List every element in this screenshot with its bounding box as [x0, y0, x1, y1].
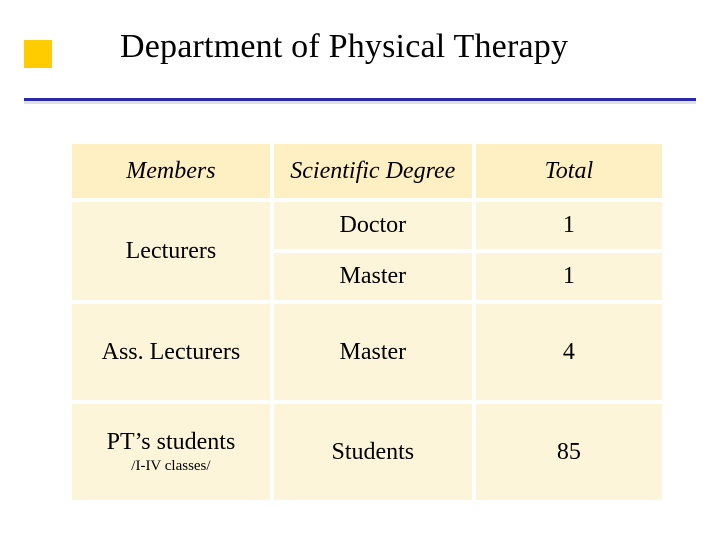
col-header-members: Members [72, 144, 270, 198]
title-rule-shadow [24, 101, 696, 104]
col-header-total: Total [476, 144, 662, 198]
member-label: Lecturers [126, 238, 217, 264]
member-subnote: /I-IV classes/ [78, 458, 264, 475]
accent-square [24, 40, 52, 68]
cell-degree: Students [274, 404, 472, 500]
cell-member: Ass. Lecturers [72, 304, 270, 400]
cell-total: 1 [476, 202, 662, 249]
page-title: Department of Physical Therapy [120, 28, 680, 66]
table-row: PT’s students /I-IV classes/ Students 85 [72, 404, 662, 500]
member-label: Ass. Lecturers [102, 339, 241, 365]
member-label: PT’s students [107, 429, 236, 455]
col-header-degree: Scientific Degree [274, 144, 472, 198]
slide: Department of Physical Therapy Members S… [0, 0, 720, 540]
title-wrap: Department of Physical Therapy [120, 28, 680, 66]
table-row: Lecturers Doctor 1 [72, 202, 662, 249]
table-header-row: Members Scientific Degree Total [72, 144, 662, 198]
cell-member: PT’s students /I-IV classes/ [72, 404, 270, 500]
cell-degree: Master [274, 304, 472, 400]
members-table-wrap: Members Scientific Degree Total Lecturer… [68, 140, 666, 504]
members-table: Members Scientific Degree Total Lecturer… [68, 140, 666, 504]
cell-total: 1 [476, 253, 662, 300]
cell-total: 4 [476, 304, 662, 400]
cell-member: Lecturers [72, 202, 270, 300]
cell-total: 85 [476, 404, 662, 500]
cell-degree: Master [274, 253, 472, 300]
cell-degree: Doctor [274, 202, 472, 249]
table-row: Ass. Lecturers Master 4 [72, 304, 662, 400]
